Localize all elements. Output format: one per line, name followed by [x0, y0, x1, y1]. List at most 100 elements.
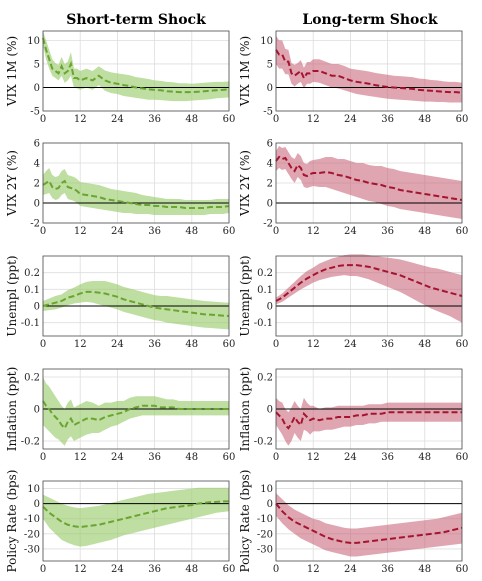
plot-frame: [275, 142, 463, 224]
plot-frame: [42, 30, 230, 112]
y-tick-label: 0: [34, 199, 40, 210]
x-tick-label-12: 12: [74, 339, 87, 350]
y-tick-label: 0: [34, 302, 40, 313]
plot-frame: [275, 255, 463, 337]
x-tick-label-24: 24: [344, 114, 357, 125]
x-tick-label-0: 0: [40, 564, 46, 575]
y-tick-label: 2: [34, 179, 40, 190]
y-tick-label: 4: [267, 159, 273, 170]
y-tick-label: 0: [34, 83, 40, 94]
y-tick-label: -0.1: [21, 318, 40, 329]
x-tick-label-48: 48: [185, 564, 198, 575]
x-tick-label-12: 12: [307, 339, 320, 350]
y-tick-label: 0.2: [24, 268, 40, 279]
y-tick-label: 10: [27, 484, 40, 495]
y-tick-label: 10: [260, 484, 273, 495]
y-tick-label: -20: [257, 529, 273, 540]
x-tick-label-60: 60: [223, 452, 236, 463]
y-axis-label: VIX 1M (%): [5, 36, 19, 107]
x-tick-label-36: 36: [381, 114, 394, 125]
x-tick-label-12: 12: [307, 226, 320, 237]
x-tick-label-24: 24: [111, 339, 124, 350]
x-tick-label-48: 48: [185, 452, 198, 463]
x-tick-label-0: 0: [40, 339, 46, 350]
y-axis-label: Policy Rate (bps): [238, 470, 252, 573]
x-tick-label-36: 36: [148, 564, 161, 575]
y-tick-label: 0: [34, 405, 40, 416]
y-tick-label: -2: [263, 219, 273, 230]
y-tick-label: 5: [267, 59, 273, 70]
x-tick-label-0: 0: [40, 114, 46, 125]
x-tick-label-12: 12: [307, 564, 320, 575]
x-tick-label-0: 0: [273, 339, 279, 350]
y-tick-label: -10: [24, 514, 40, 525]
x-tick-label-60: 60: [456, 114, 469, 125]
median-line: [275, 503, 463, 544]
x-tick-label-36: 36: [148, 114, 161, 125]
x-tick-label-48: 48: [418, 564, 431, 575]
x-tick-label-36: 36: [148, 226, 161, 237]
median-line: [275, 49, 463, 94]
y-tick-label: 0: [267, 302, 273, 313]
x-tick-label-12: 12: [307, 452, 320, 463]
x-tick-label-12: 12: [74, 452, 87, 463]
y-axis-label: VIX 1M (%): [238, 36, 252, 107]
plot-frame: [42, 480, 230, 562]
y-axis-label: VIX 2Y (%): [5, 150, 19, 217]
x-tick-label-48: 48: [418, 226, 431, 237]
median-line: [275, 155, 463, 201]
y-tick-label: 0.2: [257, 268, 273, 279]
plot-frame: [42, 142, 230, 224]
x-tick-label-36: 36: [381, 452, 394, 463]
x-tick-label-24: 24: [111, 564, 124, 575]
x-tick-label-12: 12: [307, 114, 320, 125]
panel-policy-rate-long: 0 12 24 36 48 60 -30 -20 -10 0 10 Policy Rate (bps): [238, 470, 468, 575]
y-tick-label: -0.2: [21, 437, 40, 448]
y-tick-label: 0: [267, 499, 273, 510]
x-tick-label-48: 48: [185, 114, 198, 125]
plot-frame: [42, 368, 230, 450]
x-tick-label-24: 24: [344, 339, 357, 350]
x-tick-label-36: 36: [381, 564, 394, 575]
y-tick-label: 0: [267, 405, 273, 416]
y-tick-label: -5: [263, 107, 273, 118]
x-tick-label-48: 48: [418, 114, 431, 125]
median-line: [42, 400, 229, 430]
x-tick-label-60: 60: [223, 564, 236, 575]
y-axis-label: Inflation (ppt): [5, 367, 19, 452]
x-tick-label-60: 60: [456, 564, 469, 575]
x-tick-label-24: 24: [111, 226, 124, 237]
x-tick-label-24: 24: [344, 564, 357, 575]
y-tick-label: -5: [30, 107, 40, 118]
confidence-band: [43, 487, 229, 547]
x-tick-label-60: 60: [223, 226, 236, 237]
x-tick-label-36: 36: [148, 339, 161, 350]
x-tick-label-0: 0: [40, 452, 46, 463]
x-tick-label-60: 60: [223, 114, 236, 125]
x-tick-label-24: 24: [111, 114, 124, 125]
x-tick-label-60: 60: [456, 339, 469, 350]
y-tick-label: 2: [267, 179, 273, 190]
y-tick-label: 0.2: [24, 373, 40, 384]
x-tick-label-12: 12: [74, 226, 87, 237]
x-tick-label-36: 36: [381, 226, 394, 237]
confidence-band: [276, 397, 462, 446]
x-tick-label-24: 24: [344, 226, 357, 237]
confidence-band: [43, 377, 229, 446]
y-axis-label: Inflation (ppt): [238, 367, 252, 452]
median-line: [275, 411, 462, 430]
y-tick-label: -30: [257, 544, 273, 555]
y-axis-label: Policy Rate (bps): [5, 470, 19, 573]
y-tick-label: 0.2: [257, 373, 273, 384]
y-tick-label: 6: [34, 139, 40, 150]
confidence-band: [276, 35, 462, 103]
x-tick-label-48: 48: [185, 226, 198, 237]
y-tick-label: 0: [34, 499, 40, 510]
y-tick-label: -30: [24, 544, 40, 555]
plot-frame: [275, 30, 463, 112]
y-tick-label: 0.1: [257, 285, 273, 296]
y-axis-label: Unempl (ppt): [5, 255, 19, 336]
